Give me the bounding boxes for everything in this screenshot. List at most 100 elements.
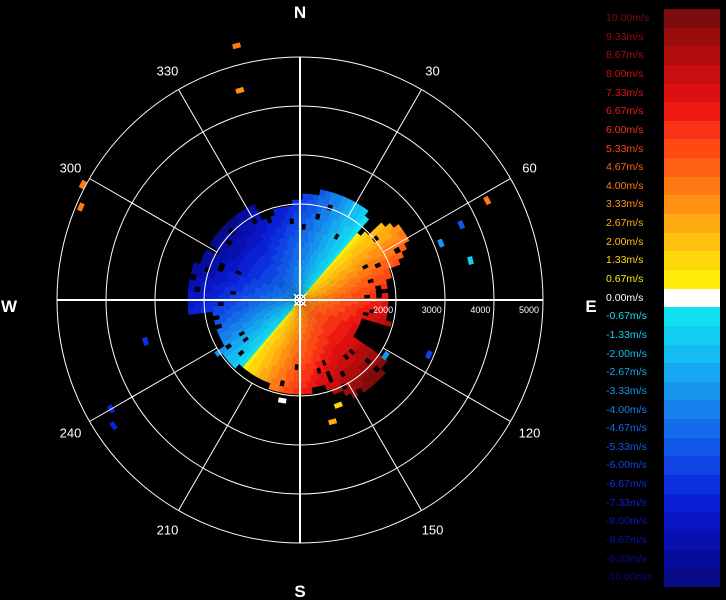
- velocity-cell: [303, 309, 307, 316]
- velocity-cell: [333, 359, 340, 368]
- velocity-cell: [313, 262, 318, 270]
- velocity-cell: [287, 319, 292, 327]
- velocity-cell: [338, 309, 346, 314]
- velocity-cell: [266, 236, 273, 244]
- velocity-cell: [300, 333, 304, 341]
- velocity-cell: [306, 279, 311, 286]
- velocity-cell: [303, 315, 307, 322]
- velocity-cell: [304, 321, 307, 328]
- velocity-cell: [333, 263, 340, 271]
- velocity-cell: [260, 239, 267, 248]
- velocity-cell: [309, 261, 314, 268]
- velocity-cell: [264, 341, 271, 349]
- velocity-cell: [327, 236, 334, 244]
- velocity-cell: [321, 371, 328, 379]
- velocity-cell: [315, 303, 322, 307]
- velocity-cell: [251, 317, 259, 323]
- velocity-cell: [307, 289, 313, 294]
- velocity-cell: [333, 239, 340, 248]
- velocity-cell: [277, 244, 283, 252]
- velocity-cell: [281, 286, 288, 291]
- velocity-cell: [339, 262, 347, 269]
- velocity-cell: [306, 288, 312, 294]
- velocity-cell: [253, 369, 261, 378]
- velocity-cell: [269, 313, 277, 318]
- velocity-cell: [315, 271, 321, 278]
- velocity-cell: [350, 257, 359, 264]
- velocity-cell: [241, 295, 249, 299]
- velocity-cell: [286, 312, 291, 319]
- velocity-cell: [326, 256, 332, 264]
- velocity-cell: [190, 267, 199, 276]
- velocity-cell: [290, 286, 295, 292]
- velocity-cell: [284, 294, 291, 298]
- legend-swatch: [664, 437, 720, 457]
- velocity-cell: [263, 314, 271, 320]
- velocity-cell: [308, 304, 315, 308]
- legend-entry: -2.67m/s: [606, 363, 720, 382]
- velocity-cell: [213, 279, 221, 286]
- velocity-cell: [336, 357, 344, 366]
- velocity-cell: [250, 279, 258, 285]
- velocity-cell: [336, 282, 344, 287]
- velocity-cell: [259, 302, 267, 306]
- velocity-cell: [289, 320, 293, 327]
- velocity-cell: [352, 260, 361, 267]
- velocity-cell: [273, 289, 280, 293]
- velocity-cell: [336, 326, 344, 332]
- velocity-cell: [235, 304, 243, 309]
- velocity-cell: [325, 286, 333, 291]
- velocity-cell: [254, 348, 262, 356]
- velocity-cell: [231, 360, 240, 369]
- velocity-cell: [294, 229, 299, 237]
- velocity-cell: [338, 286, 346, 291]
- legend-label: 0.00m/s: [606, 291, 644, 304]
- velocity-cell: [280, 308, 287, 313]
- velocity-cell: [270, 280, 277, 286]
- velocity-cell: [305, 321, 309, 328]
- velocity-cell: [301, 321, 304, 329]
- velocity-cell: [276, 282, 283, 288]
- velocity-cell: [313, 343, 318, 351]
- velocity-cell: [337, 311, 345, 316]
- velocity-cell: [286, 290, 293, 295]
- velocity-cell: [285, 368, 291, 376]
- velocity-cell: [342, 266, 350, 273]
- velocity-cell: [294, 357, 299, 365]
- velocity-cell: [345, 350, 353, 359]
- velocity-cell: [275, 275, 281, 281]
- velocity-cell: [288, 381, 294, 389]
- velocity-cell: [293, 284, 297, 291]
- velocity-cell: [319, 246, 326, 254]
- velocity-cell: [274, 246, 281, 254]
- velocity-cell: [335, 257, 343, 265]
- velocity-cell: [359, 207, 369, 216]
- velocity-cell: [329, 280, 337, 286]
- velocity-cell: [282, 330, 287, 338]
- velocity-cell: [227, 270, 236, 277]
- legend-swatch: [664, 288, 720, 308]
- velocity-cell: [373, 280, 381, 287]
- velocity-cell: [284, 311, 290, 318]
- velocity-cell: [293, 315, 297, 322]
- velocity-cell: [260, 307, 268, 312]
- velocity-cell: [301, 283, 303, 291]
- velocity-cell: [290, 266, 294, 274]
- legend-entry: 8.67m/s: [606, 46, 720, 65]
- velocity-cell: [330, 231, 337, 239]
- velocity-cell: [302, 278, 306, 285]
- velocity-cell: [377, 270, 385, 277]
- velocity-cell: [274, 340, 281, 348]
- velocity-cell: [250, 315, 258, 321]
- velocity-cell: [289, 287, 294, 293]
- velocity-cell: [315, 294, 322, 298]
- velocity-cell: [283, 301, 291, 303]
- velocity-cell: [297, 283, 300, 291]
- velocity-cell: [355, 253, 363, 261]
- velocity-cell: [249, 313, 257, 318]
- velocity-cell: [373, 313, 381, 320]
- velocity-cell: [313, 249, 318, 257]
- velocity-cell: [239, 342, 247, 350]
- velocity-cell: [303, 253, 307, 261]
- velocity-cell: [271, 279, 278, 285]
